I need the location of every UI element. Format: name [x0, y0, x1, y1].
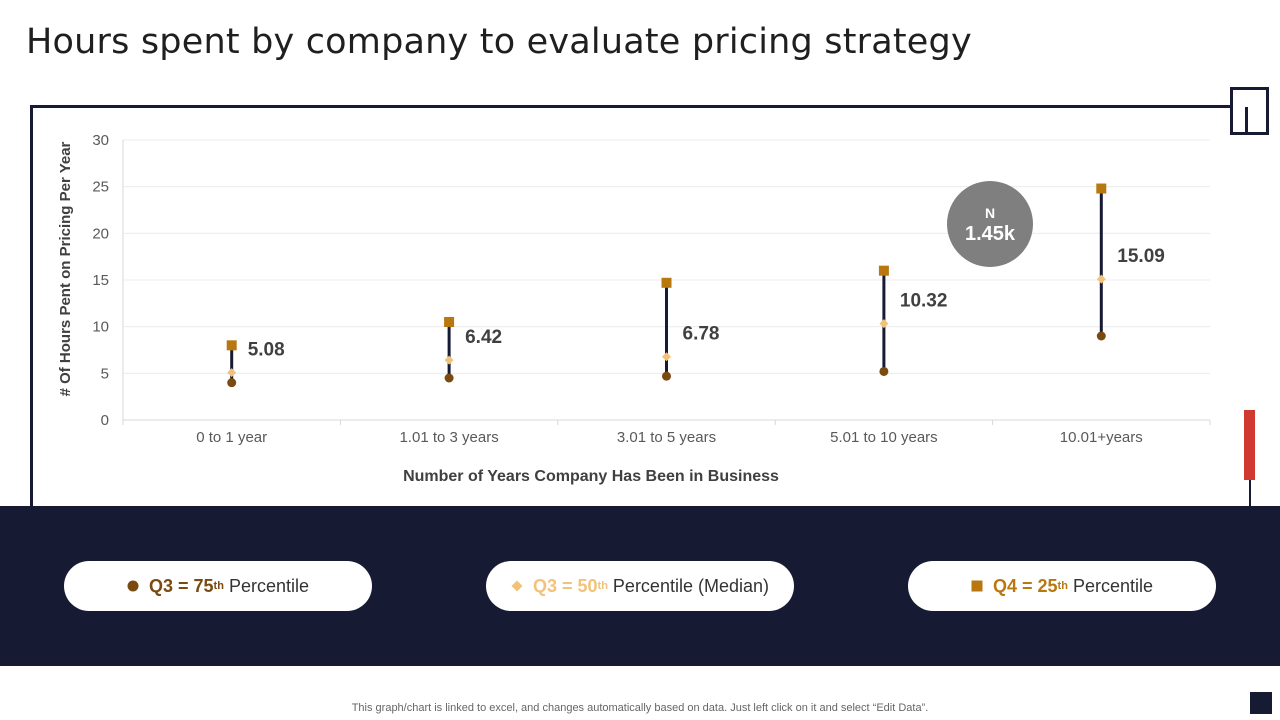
q75-point: [662, 371, 671, 381]
legend-sup: th: [1057, 580, 1068, 592]
legend-sup: th: [597, 580, 608, 592]
x-tick-label: 5.01 to 10 years: [830, 429, 938, 446]
median-point: [879, 319, 889, 329]
median-point: [227, 368, 237, 378]
median-point: [1096, 274, 1106, 284]
x-axis-title: Number of Years Company Has Been in Busi…: [403, 468, 779, 485]
corner-decoration: [1230, 87, 1269, 135]
median-point: [662, 352, 671, 362]
y-tick-label: 20: [92, 225, 109, 242]
square-marker-icon: [971, 580, 983, 592]
median-data-label: 15.09: [1117, 246, 1165, 267]
y-tick-label: 30: [92, 132, 109, 149]
badge-label: N: [985, 205, 995, 221]
x-tick-label: 3.01 to 5 years: [617, 429, 716, 446]
q25-point: [444, 317, 455, 327]
y-tick-label: 15: [92, 272, 109, 289]
range-chart[interactable]: 0 5 10 15 20 25 30 0 to 1 year 1.01 to 3 years 3.…: [0, 0, 1280, 505]
badge-value: 1.45k: [965, 223, 1016, 245]
median-data-label: 5.08: [248, 340, 285, 361]
badge-circle: [947, 181, 1033, 267]
frame-top-border: [30, 105, 1248, 108]
y-tick-label: 10: [92, 319, 109, 336]
x-tick-label: 1.01 to 3 years: [399, 429, 498, 446]
diamond-marker-icon: [511, 580, 523, 592]
legend-text: Percentile: [1072, 575, 1153, 596]
q75-point: [227, 378, 237, 388]
q75-point: [444, 373, 454, 383]
legend-text: Percentile: [228, 575, 309, 596]
y-tick-label: 25: [92, 179, 109, 196]
legend-sup: th: [213, 580, 224, 592]
footer-square-decoration: [1250, 692, 1272, 714]
legend-q-label: Q3 = 75: [149, 575, 214, 596]
y-tick-label: 0: [101, 412, 109, 429]
legend-q-label: Q3 = 50: [532, 575, 598, 596]
median-point: [444, 355, 454, 365]
circle-marker-icon: [127, 580, 139, 592]
corner-decoration-line: [1245, 107, 1248, 132]
q75-point: [1096, 331, 1106, 341]
red-accent-tail: [1249, 480, 1251, 507]
x-tick-label: 0 to 1 year: [196, 429, 267, 446]
y-axis-title: # Of Hours Pent on Pricing Per Year: [57, 141, 74, 396]
q75-point: [879, 366, 889, 376]
sample-size-badge: N 1.45k: [947, 181, 1033, 267]
red-accent-bar: [1244, 410, 1255, 480]
median-data-label: 10.32: [900, 291, 948, 312]
legend-text: Percentile (Median): [612, 575, 769, 596]
footer-note: This graph/chart is linked to excel, and…: [351, 702, 929, 714]
median-data-label: 6.78: [683, 324, 720, 345]
page-title: Hours spent by company to evaluate prici…: [26, 22, 972, 62]
median-data-label: 6.42: [465, 327, 502, 348]
x-tick-label: 10.01+years: [1060, 429, 1143, 446]
frame-left-border: [30, 105, 33, 507]
q25-point: [661, 277, 672, 288]
q25-point: [878, 265, 889, 276]
y-tick-label: 5: [101, 365, 109, 382]
q25-point: [226, 340, 237, 351]
q25-point: [1096, 183, 1107, 194]
legend-q-label: Q4 = 25: [993, 575, 1058, 596]
